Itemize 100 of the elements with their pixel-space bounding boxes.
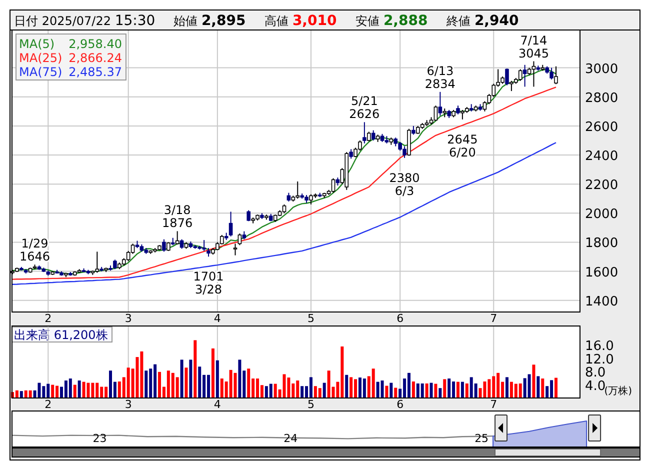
bar xyxy=(20,391,23,398)
annotation: 1701 3/28 xyxy=(193,270,224,297)
y-axis-title: (万株) xyxy=(604,385,632,397)
bar xyxy=(532,364,536,398)
bar xyxy=(394,388,398,398)
bar xyxy=(51,384,54,398)
candlestick xyxy=(349,148,353,160)
y-tick-label: 8.0 xyxy=(585,366,606,381)
x-tick-label: 24 xyxy=(284,432,298,445)
bar xyxy=(412,381,415,398)
bar xyxy=(443,379,446,398)
y-tick-label: 2000 xyxy=(585,207,618,222)
x-tick-label: 7 xyxy=(490,398,498,411)
bar xyxy=(28,390,32,398)
candlestick xyxy=(518,68,522,82)
text: MA(75) 2,485.37 xyxy=(19,65,122,79)
bar xyxy=(234,372,237,398)
bar xyxy=(176,377,179,398)
bar xyxy=(528,374,531,398)
y-tick-label: 2800 xyxy=(585,90,618,106)
bar xyxy=(541,378,544,398)
bar xyxy=(380,380,384,398)
bar xyxy=(536,376,540,398)
candlestick xyxy=(113,259,117,270)
bar xyxy=(158,372,162,398)
candlestick xyxy=(438,91,442,116)
bar xyxy=(68,378,72,398)
bar xyxy=(385,386,388,398)
y-tick-label: 1600 xyxy=(585,265,618,280)
bar xyxy=(144,370,148,398)
bar xyxy=(345,374,348,398)
candlestick xyxy=(362,122,366,144)
bar xyxy=(554,378,558,398)
bar xyxy=(247,368,250,398)
bar xyxy=(434,384,438,398)
bar xyxy=(38,382,41,398)
y-tick-label: 12.0 xyxy=(585,352,614,368)
annotation: 1/29 1646 xyxy=(20,236,50,264)
candlestick xyxy=(532,60,536,88)
candlestick xyxy=(434,105,438,122)
annotation: 7/14 3045 xyxy=(518,33,549,60)
y-tick-label: 2600 xyxy=(585,120,618,135)
bar xyxy=(460,382,464,398)
bar xyxy=(425,383,428,398)
annotation: 5/21 2626 xyxy=(349,94,380,122)
bar xyxy=(238,360,242,398)
bar xyxy=(309,377,312,398)
bar xyxy=(372,368,375,398)
bar xyxy=(189,360,192,398)
bar xyxy=(362,378,366,398)
bar xyxy=(211,348,214,398)
y-tick-label: 16.0 xyxy=(585,339,614,354)
text: MA(5) 2,958.40 xyxy=(19,37,122,51)
bar xyxy=(448,378,451,398)
line-series xyxy=(12,142,557,285)
bar xyxy=(518,383,522,398)
bar xyxy=(300,386,304,398)
bar xyxy=(15,390,18,398)
x-tick-label: 7 xyxy=(490,312,498,325)
candlestick xyxy=(228,211,233,237)
x-tick-label: 4 xyxy=(214,398,221,411)
y-tick-label: 3000 xyxy=(585,62,618,77)
bar xyxy=(109,370,112,398)
bar xyxy=(86,382,90,398)
bar xyxy=(483,381,486,398)
annotation: 2645 6/20 xyxy=(447,132,478,160)
bar xyxy=(282,374,286,398)
bar xyxy=(438,388,442,398)
bar xyxy=(318,388,322,398)
bar xyxy=(456,382,460,398)
candlestick xyxy=(180,238,184,250)
x-tick-label: 5 xyxy=(307,312,314,325)
bar xyxy=(198,366,202,398)
bar xyxy=(430,382,433,398)
candlestick xyxy=(95,251,100,274)
bar xyxy=(78,380,81,398)
annotation: 2380 6/3 xyxy=(389,170,420,198)
y-tick-label: 2200 xyxy=(585,178,618,194)
candlestick xyxy=(371,130,376,141)
x-tick-label: 3 xyxy=(124,312,132,325)
y-tick-label: 1800 xyxy=(585,236,618,252)
bar xyxy=(390,382,393,398)
chart-title: 日付 2025/07/22 15:30 始値 2,895 高値 3,010 安値 2,888 終値 2,940 xyxy=(14,13,519,29)
bar xyxy=(420,383,424,398)
bar xyxy=(73,384,76,398)
candlestick xyxy=(175,230,180,245)
bar xyxy=(465,383,468,398)
text: MA(25) 2,866.24 xyxy=(19,51,122,65)
x-tick-label: 23 xyxy=(92,432,107,445)
x-tick-label: 4 xyxy=(214,312,221,325)
annotation: 3/18 1876 xyxy=(162,203,193,230)
candlestick xyxy=(296,180,300,200)
x-tick-label: 6 xyxy=(396,398,404,411)
bar xyxy=(322,382,326,398)
bar xyxy=(407,372,410,398)
y-tick-label: 2400 xyxy=(585,149,618,164)
x-tick-label: 5 xyxy=(307,398,314,411)
candlestick xyxy=(522,64,527,88)
y-tick-label: 4.0 xyxy=(585,378,606,394)
candlestick xyxy=(331,178,336,194)
